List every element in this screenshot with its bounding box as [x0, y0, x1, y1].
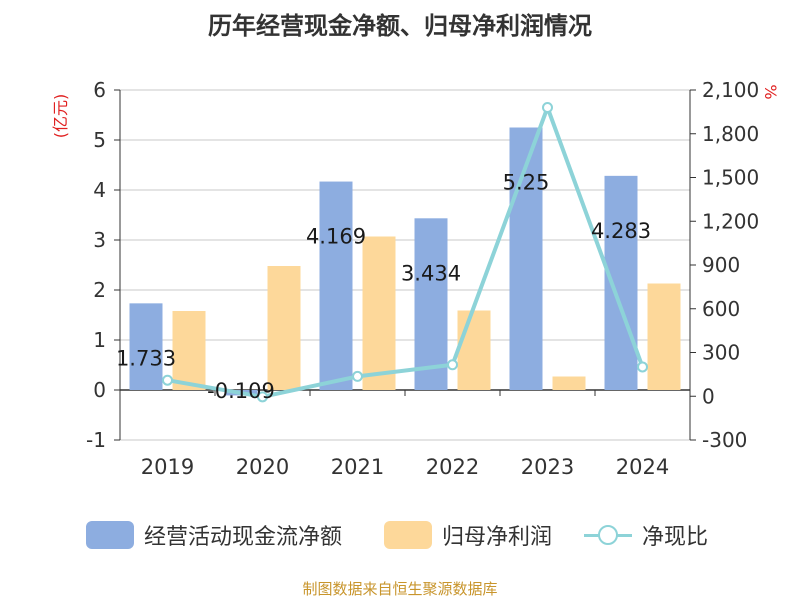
- legend-item-ratio[interactable]: 净现比: [584, 517, 708, 553]
- y-right-tick-label: 1,800: [702, 122, 759, 146]
- point-ratio: [352, 370, 363, 382]
- bar-profit: [172, 311, 206, 390]
- data-label-cash: 1.733: [116, 346, 176, 370]
- y-right-tick-label: 1,500: [702, 166, 759, 190]
- y-right-tick-label: 300: [702, 341, 740, 365]
- x-tick-label: 2021: [331, 455, 384, 479]
- x-tick-label: 2019: [141, 455, 194, 479]
- bar-cash: [319, 181, 353, 390]
- line-ratio: [167, 105, 645, 399]
- data-label-cash: 4.169: [306, 225, 366, 249]
- x-tick-label: 2020: [236, 455, 289, 479]
- legend-line-ratio: [584, 521, 632, 549]
- y-right-tick-label: 600: [702, 297, 740, 321]
- bar-profit: [362, 236, 396, 390]
- y-left-unit: (亿元): [51, 94, 70, 139]
- legend-label-cash: 经营活动现金流净额: [144, 525, 343, 550]
- y-right-unit: %: [761, 84, 780, 99]
- bar-profit: [267, 266, 301, 390]
- legend: 经营活动现金流净额 归母净利润 净现比: [0, 517, 800, 553]
- y-left-tick-label: 1: [93, 328, 106, 352]
- point-ratio: [637, 361, 648, 373]
- legend-swatch-cash: [86, 521, 134, 549]
- bar-cash: [604, 175, 638, 390]
- y-right-tick-label: -300: [702, 428, 747, 452]
- data-label-cash: -0.109: [207, 379, 275, 403]
- y-left-tick-label: 2: [93, 278, 106, 302]
- y-right-tick-label: 0: [702, 384, 715, 408]
- source-note: 制图数据来自恒生聚源数据库: [302, 580, 498, 598]
- data-label-cash: 3.434: [401, 261, 461, 285]
- point-ratio: [542, 102, 553, 113]
- x-tick-label: 2024: [616, 455, 669, 479]
- y-right-tick-label: 1,200: [702, 209, 759, 233]
- legend-swatch-profit: [384, 521, 432, 549]
- y-left-tick-label: 3: [93, 228, 106, 252]
- bar-profit: [552, 376, 586, 390]
- data-label-cash: 5.25: [503, 171, 550, 195]
- y-left-tick-label: 6: [93, 78, 106, 102]
- legend-item-profit[interactable]: 归母净利润: [384, 517, 552, 553]
- bar-profit: [457, 310, 491, 390]
- y-left-tick-label: 5: [93, 128, 106, 152]
- bar-cash: [414, 218, 448, 390]
- legend-item-cash[interactable]: 经营活动现金流净额: [86, 517, 342, 553]
- x-tick-label: 2022: [426, 455, 479, 479]
- legend-label-profit: 归母净利润: [442, 525, 553, 550]
- point-ratio: [257, 391, 268, 403]
- y-left-tick-label: 0: [93, 378, 106, 402]
- x-tick-label: 2023: [521, 455, 574, 479]
- bar-profit: [647, 283, 681, 390]
- point-ratio: [162, 374, 173, 386]
- y-left-tick-label: 4: [93, 178, 106, 202]
- bar-cash: [129, 303, 163, 390]
- point-ratio: [447, 359, 458, 371]
- y-right-tick-label: 2,100: [702, 78, 759, 102]
- chart-title: 历年经营现金净额、归母净利润情况: [208, 12, 592, 40]
- y-right-tick-label: 900: [702, 253, 740, 277]
- y-left-tick-label: -1: [86, 428, 106, 452]
- legend-label-ratio: 净现比: [642, 525, 709, 550]
- data-label-cash: 4.283: [591, 219, 651, 243]
